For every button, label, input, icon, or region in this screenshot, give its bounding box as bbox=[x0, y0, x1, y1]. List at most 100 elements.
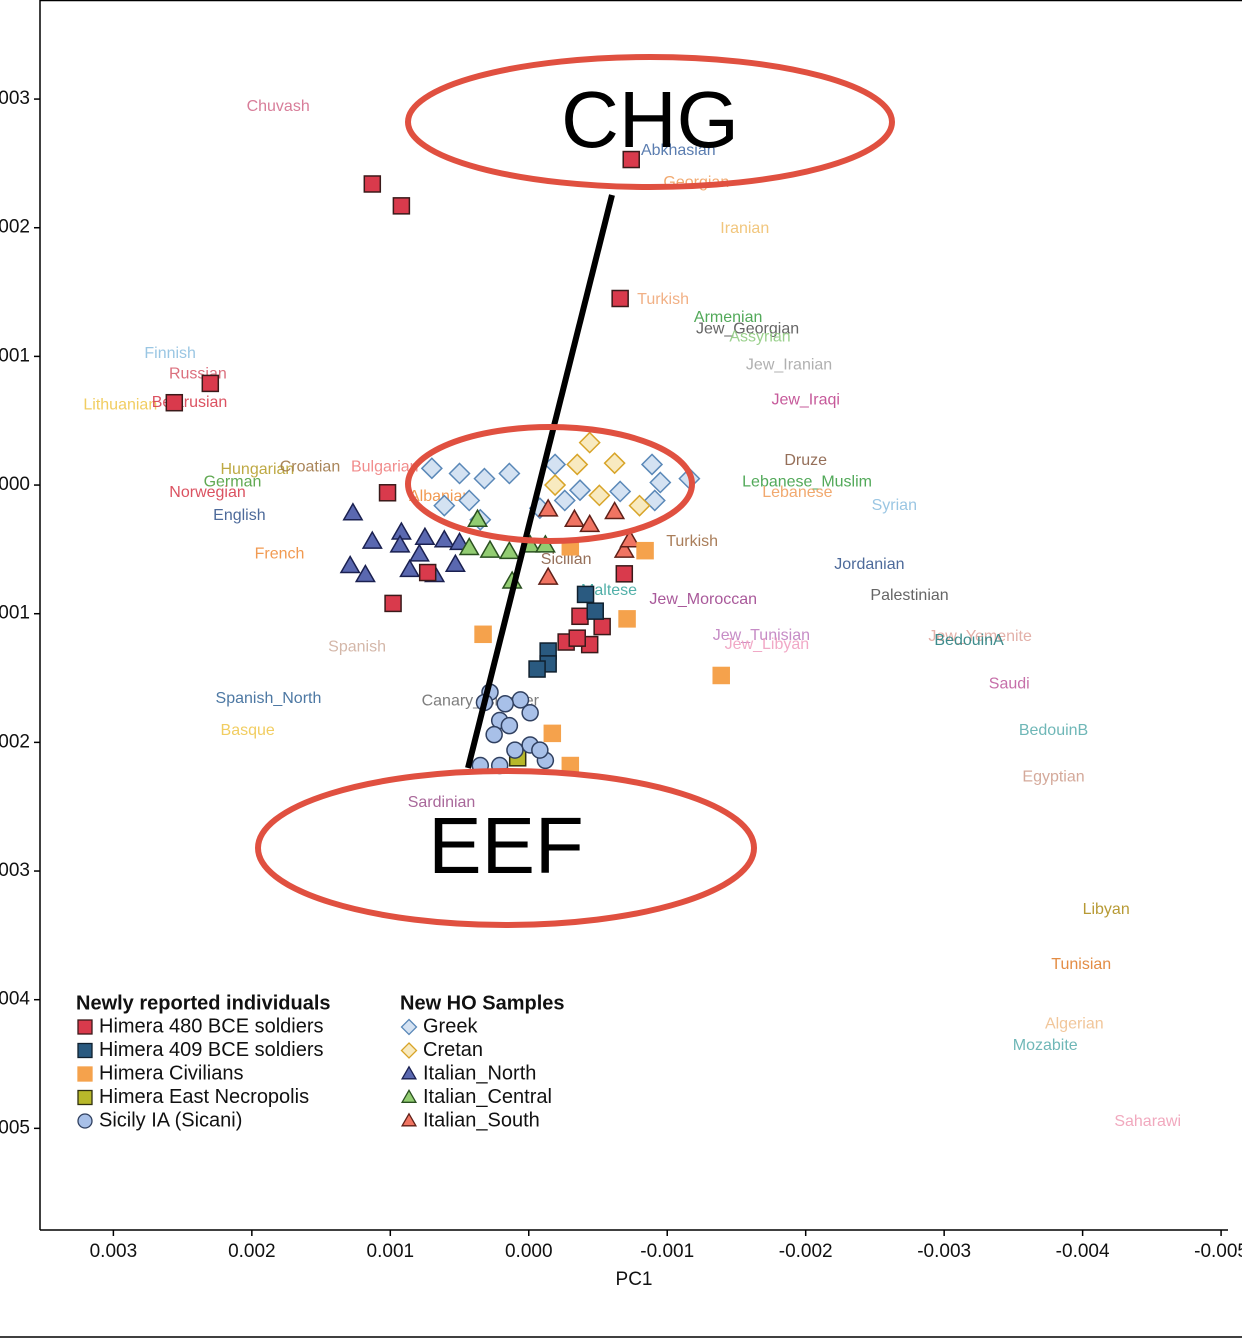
circle-marker bbox=[521, 704, 539, 722]
population-label: Belarusian bbox=[152, 394, 228, 411]
population-label: Bulgarian bbox=[351, 458, 419, 475]
diamond-marker bbox=[609, 480, 632, 503]
population-label: Turkish bbox=[666, 533, 718, 550]
legend-title: New HO Samples bbox=[400, 992, 565, 1014]
legend-label: Himera Civilians bbox=[99, 1062, 243, 1084]
population-label: Assyrian bbox=[729, 328, 790, 345]
diamond-marker bbox=[588, 484, 611, 507]
triangle-marker bbox=[414, 526, 436, 545]
diamond-marker bbox=[400, 1018, 418, 1036]
square-marker bbox=[474, 625, 492, 644]
x-tick-label: 0.000 bbox=[505, 1241, 553, 1262]
triangle-marker bbox=[604, 500, 626, 520]
triangle-marker bbox=[400, 1112, 418, 1127]
population-label: Palestinian bbox=[870, 587, 948, 604]
y-tick-label: 0.000 bbox=[0, 474, 30, 495]
diamond-marker bbox=[458, 489, 481, 512]
x-tick-label: -0.005 bbox=[1194, 1241, 1242, 1262]
triangle-marker bbox=[399, 558, 421, 578]
diamond-marker bbox=[566, 453, 589, 476]
triangle-marker bbox=[498, 540, 520, 560]
population-label: Jew_Libyan bbox=[725, 636, 810, 653]
population-label: Iranian bbox=[720, 220, 769, 237]
square-marker bbox=[378, 484, 397, 502]
diamond-marker bbox=[640, 453, 664, 476]
square-marker bbox=[622, 150, 640, 169]
annotation: CHG bbox=[561, 75, 739, 164]
population-label: Norwegian bbox=[169, 484, 245, 501]
square-marker bbox=[618, 610, 636, 628]
triangle-marker bbox=[400, 1065, 418, 1080]
legend-label: Himera 480 BCE soldiers bbox=[99, 1015, 324, 1037]
y-tick-label: 0.002 bbox=[0, 217, 30, 238]
square-marker bbox=[568, 629, 586, 647]
population-label: Mozabite bbox=[1013, 1037, 1078, 1054]
population-label: Lithuanian bbox=[83, 397, 157, 414]
square-marker bbox=[392, 197, 411, 215]
diamond-marker bbox=[628, 494, 651, 517]
diamond-marker bbox=[473, 467, 496, 490]
population-label: Abkhasian bbox=[641, 142, 716, 159]
samples bbox=[165, 150, 730, 775]
triangle-marker bbox=[389, 534, 411, 553]
population-label: Jew_Iraqi bbox=[771, 391, 839, 408]
ticks: 0.003 0.002 0.001 0.000 -0.001 -0.002 -0.003 -0… bbox=[0, 88, 1242, 1262]
triangle-marker bbox=[433, 529, 455, 548]
x-tick-label: -0.002 bbox=[779, 1241, 833, 1262]
population-label: Jew_Yemenite bbox=[928, 628, 1032, 645]
diamond-marker bbox=[544, 473, 567, 497]
triangle-marker bbox=[449, 531, 471, 551]
cluster-ellipse bbox=[405, 424, 695, 544]
population-label: Jew_Moroccan bbox=[649, 591, 757, 608]
circle-marker bbox=[77, 1113, 93, 1129]
diamond-marker bbox=[448, 462, 471, 485]
population-label: Basque bbox=[221, 722, 275, 739]
square-marker bbox=[712, 666, 730, 685]
square-marker bbox=[201, 374, 220, 393]
population-label: Libyan bbox=[1083, 901, 1130, 918]
triangle-marker bbox=[458, 536, 480, 556]
square-marker bbox=[363, 175, 382, 193]
population-label: German bbox=[204, 474, 262, 491]
circle-marker bbox=[506, 741, 524, 759]
legend-label: Himera East Necropolis bbox=[99, 1086, 309, 1108]
x-axis-label: PC1 bbox=[616, 1269, 653, 1290]
annotation: EEF bbox=[428, 801, 584, 890]
circle-marker bbox=[485, 725, 503, 744]
square-marker bbox=[571, 607, 589, 626]
population-label: Jew_Iranian bbox=[746, 357, 832, 374]
x-tick-label: 0.002 bbox=[228, 1241, 276, 1262]
square-marker bbox=[636, 541, 654, 560]
circle-marker bbox=[496, 695, 514, 713]
diamond-marker bbox=[568, 479, 592, 502]
legend-label: Italian_South bbox=[423, 1109, 540, 1131]
triangle-marker bbox=[467, 508, 489, 527]
triangle-marker bbox=[444, 553, 466, 572]
y-tick-label: -0.005 bbox=[0, 1117, 30, 1138]
population-label: Lebanese bbox=[762, 484, 832, 501]
population-label: Jordanian bbox=[834, 556, 904, 573]
diamond-marker bbox=[649, 471, 672, 494]
square-marker bbox=[418, 563, 437, 582]
triangle-marker bbox=[563, 508, 585, 527]
legend-label: Cretan bbox=[423, 1039, 483, 1061]
diamond-marker bbox=[553, 489, 576, 512]
legend-label: Sicily IA (Sicani) bbox=[99, 1109, 242, 1131]
population-label: Finnish bbox=[144, 345, 196, 362]
square-marker bbox=[543, 724, 562, 743]
square-marker bbox=[593, 617, 611, 636]
diamond-marker bbox=[400, 1042, 418, 1059]
triangle-marker bbox=[354, 564, 376, 583]
triangle-marker bbox=[390, 521, 412, 540]
legend-label: Italian_North bbox=[423, 1062, 536, 1084]
population-label: BedouinA bbox=[934, 632, 1004, 649]
legend-label: Himera 409 BCE soldiers bbox=[99, 1039, 324, 1061]
square-marker bbox=[165, 393, 184, 412]
diamond-marker bbox=[433, 494, 456, 517]
x-tick-label: 0.001 bbox=[367, 1241, 415, 1262]
legend-title: Newly reported individuals bbox=[76, 992, 331, 1014]
square-marker bbox=[528, 660, 546, 678]
eef-ellipse bbox=[255, 768, 757, 928]
population-label: Albanian bbox=[409, 488, 471, 505]
